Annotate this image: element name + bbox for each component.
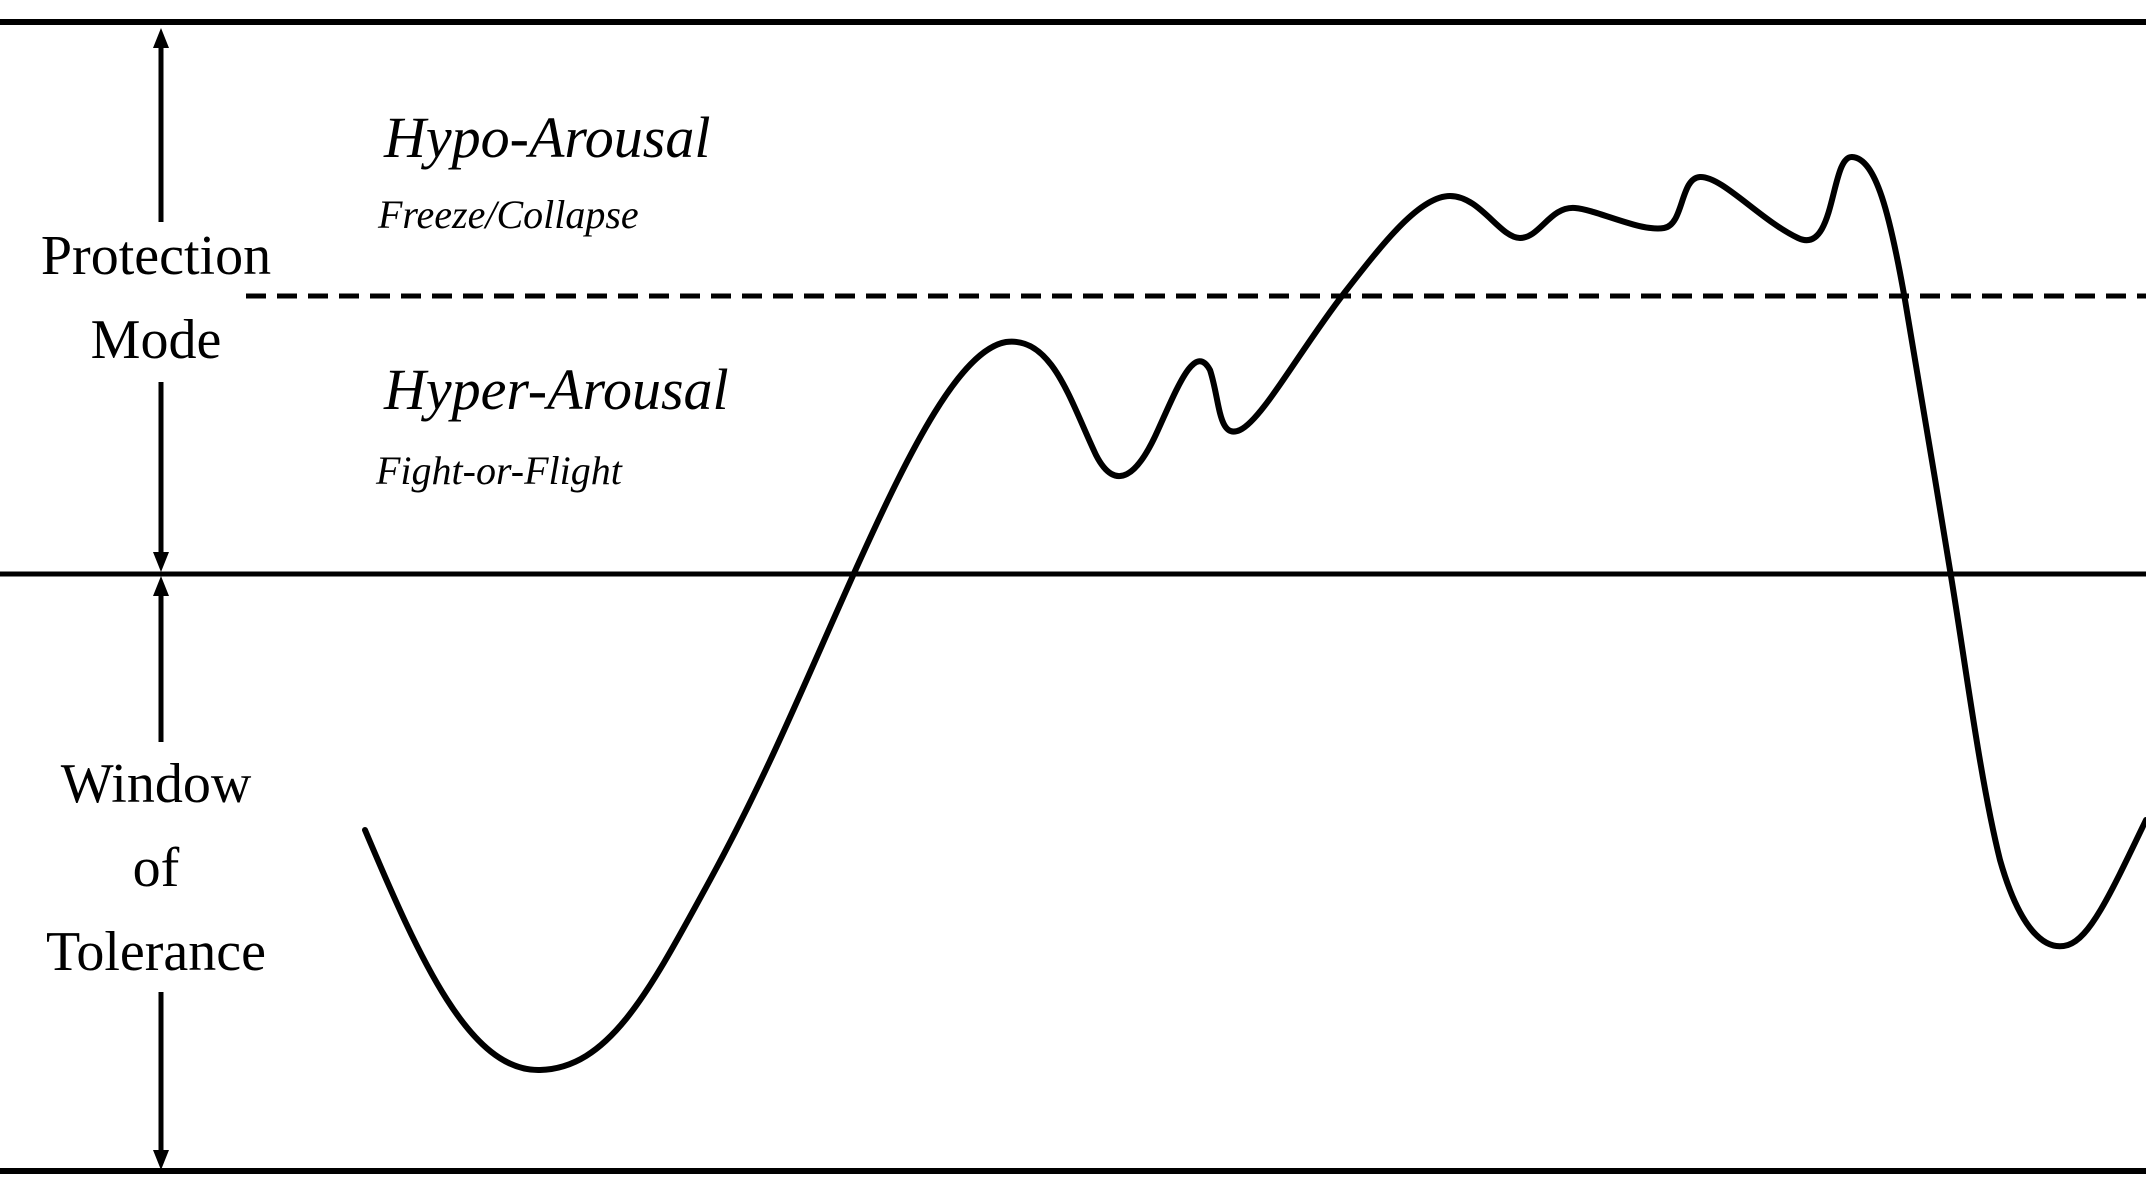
- hyper-arousal-title: Hyper-Arousal: [383, 357, 729, 422]
- protection-mode-label-line2: Mode: [91, 309, 222, 371]
- window-of-tolerance-label-line2: of: [133, 837, 180, 899]
- protection-mode-arrow-down-head: [153, 552, 169, 572]
- hyper-arousal-subtitle: Fight-or-Flight: [375, 448, 623, 493]
- window-arrow-down-head: [153, 1150, 169, 1170]
- window-of-tolerance-label-line3: Tolerance: [46, 921, 266, 983]
- hypo-arousal-subtitle: Freeze/Collapse: [377, 192, 639, 237]
- arousal-curve: [362, 153, 2146, 1074]
- protection-mode-arrow-up-head: [153, 28, 169, 48]
- protection-mode-label-line1: Protection: [41, 225, 271, 287]
- window-of-tolerance-label-line1: Window: [61, 753, 252, 815]
- hypo-arousal-title: Hypo-Arousal: [383, 105, 710, 170]
- window-arrow-up-head: [153, 576, 169, 596]
